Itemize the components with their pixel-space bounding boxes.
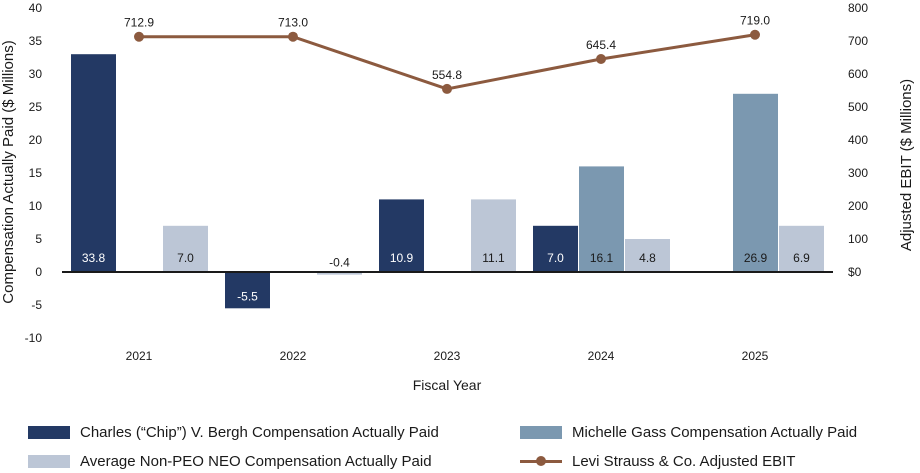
bar-2-2024 [625, 239, 670, 272]
right-axis-ticks: $0 100 200 300 400 500 600 700 800 [848, 1, 868, 279]
legend-item-ebit: Levi Strauss & Co. Adjusted EBIT [520, 453, 795, 470]
x-tick-label: 2025 [742, 349, 769, 363]
y2-tick-label: 500 [848, 100, 868, 114]
y-tick-label: 30 [29, 67, 43, 81]
ebit-value-label: 645.4 [586, 38, 616, 52]
bar-value-label: -0.4 [329, 256, 350, 270]
bar-value-label: 4.8 [639, 251, 656, 265]
legend-swatch-ebit [520, 455, 562, 468]
bar-0-2022 [225, 272, 270, 309]
bar-2-2023 [471, 199, 516, 272]
legend-item-gass: Michelle Gass Compensation Actually Paid [520, 424, 857, 441]
legend-item-non-peo: Average Non-PEO NEO Compensation Actuall… [28, 453, 432, 470]
bar-value-label: 16.1 [590, 251, 614, 265]
y-tick-label: 25 [29, 100, 43, 114]
ebit-point [134, 31, 144, 42]
legend-label-ebit: Levi Strauss & Co. Adjusted EBIT [572, 453, 796, 470]
ebit-point [442, 83, 452, 94]
bar-value-label: 7.0 [177, 251, 194, 265]
x-tick-label: 2021 [126, 349, 153, 363]
y-tick-label: 20 [29, 133, 43, 147]
legend-item-bergh: Charles (“Chip”) V. Bergh Compensation A… [28, 424, 439, 441]
y-tick-label: 35 [29, 34, 43, 48]
y-tick-label: 40 [29, 1, 43, 15]
ebit-value-label: 713.0 [278, 16, 308, 30]
y2-tick-label: 100 [848, 232, 868, 246]
bar-1-2025 [733, 93, 778, 272]
legend-swatch-non-peo [28, 455, 70, 468]
bar-1-2024 [579, 166, 624, 272]
y2-tick-label: 800 [848, 1, 868, 15]
bar-2-2021 [163, 225, 208, 272]
y2-tick-label: 300 [848, 166, 868, 180]
ebit-value-label: 712.9 [124, 16, 154, 30]
ebit-point [288, 31, 298, 42]
x-tick-label: 2022 [280, 349, 307, 363]
bar-value-label: 33.8 [82, 251, 106, 265]
legend-swatch-gass [520, 426, 562, 439]
bar-series: 33.8 7.0 -5.5 -0.4 10.9 11.1 7.0 16.1 4.8 26.9 6.9 [71, 54, 824, 309]
bar-0-2024 [533, 225, 578, 272]
ebit-value-label: 554.8 [432, 68, 462, 82]
legend-label-non-peo: Average Non-PEO NEO Compensation Actuall… [80, 453, 432, 470]
bar-2-2022 [317, 272, 362, 275]
legend: Charles (“Chip”) V. Bergh Compensation A… [0, 418, 920, 473]
bar-value-label: 26.9 [744, 251, 768, 265]
legend-swatch-bergh [28, 426, 70, 439]
bar-value-label: 10.9 [390, 251, 414, 265]
y2-tick-label: $0 [848, 265, 862, 279]
legend-label-gass: Michelle Gass Compensation Actually Paid [572, 424, 858, 441]
y-tick-label: 10 [29, 199, 43, 213]
y2-tick-label: 400 [848, 133, 868, 147]
bar-value-label: 11.1 [482, 251, 505, 265]
ebit-point [750, 29, 760, 40]
y2-tick-label: 700 [848, 34, 868, 48]
ebit-point [596, 54, 606, 65]
y-tick-label: -10 [25, 331, 43, 345]
bar-2-2025 [779, 225, 824, 272]
y-tick-label: -5 [31, 298, 42, 312]
y-tick-label: 0 [35, 265, 42, 279]
x-axis-title: Fiscal Year [413, 377, 482, 393]
right-axis-title: Adjusted EBIT ($ Millions) [898, 79, 915, 251]
y-tick-label: 5 [35, 232, 42, 246]
bar-value-label: -5.5 [237, 289, 258, 303]
legend-label-bergh: Charles (“Chip”) V. Bergh Compensation A… [80, 424, 439, 441]
bar-value-label: 7.0 [547, 251, 564, 265]
left-axis-ticks: -10 -5 0 5 10 15 20 25 30 35 40 [25, 1, 43, 345]
left-axis-title: Compensation Actually Paid ($ Millions) [0, 40, 17, 303]
bar-value-label: 6.9 [793, 251, 810, 265]
bar-0-2021 [71, 54, 116, 273]
y2-tick-label: 600 [848, 67, 868, 81]
ebit-value-label: 719.0 [740, 14, 770, 28]
x-tick-label: 2023 [434, 349, 461, 363]
bar-0-2023 [379, 199, 424, 272]
x-axis-ticks: 2021 2022 2023 2024 2025 [126, 349, 769, 363]
y2-tick-label: 200 [848, 199, 868, 213]
x-tick-label: 2024 [588, 349, 615, 363]
ebit-line-series: 712.9 713.0 554.8 645.4 719.0 [124, 14, 770, 94]
y-tick-label: 15 [29, 166, 43, 180]
